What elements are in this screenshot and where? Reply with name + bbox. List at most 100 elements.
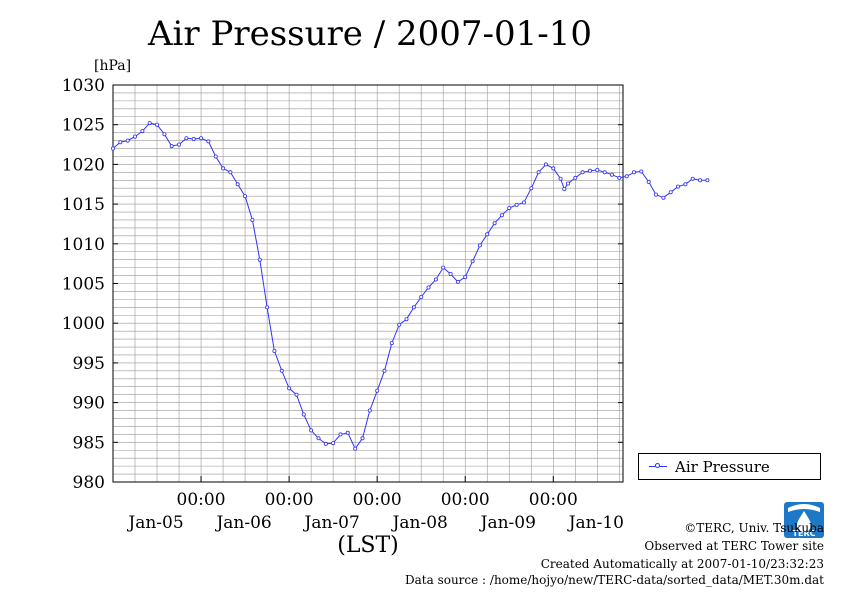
data-point: [338, 432, 343, 437]
y-tick-label: 985: [73, 433, 105, 453]
x-tick-date-label: Jan-05: [126, 513, 183, 533]
data-point: [426, 285, 431, 290]
data-point: [125, 138, 130, 143]
legend-dot-marker: [655, 463, 660, 468]
data-point: [411, 305, 416, 310]
data-point: [507, 206, 512, 211]
created-timestamp-text: Created Automatically at 2007-01-10/23:3…: [540, 557, 824, 571]
logo-text: TERC: [793, 529, 816, 538]
data-point: [272, 348, 277, 353]
data-point: [360, 436, 365, 441]
y-tick-label: 1000: [62, 314, 105, 334]
data-point: [162, 132, 167, 137]
y-tick-label: 1020: [62, 155, 105, 175]
x-tick-date-label: Jan-08: [391, 513, 448, 533]
data-point: [562, 186, 567, 191]
data-point: [191, 136, 196, 141]
data-point: [331, 441, 336, 446]
legend-label: Air Pressure: [675, 458, 770, 476]
data-point: [419, 294, 424, 299]
data-point: [176, 142, 181, 147]
x-tick-date-label: Jan-10: [567, 513, 624, 533]
terc-logo-icon: TERC: [784, 502, 824, 538]
x-tick-time-label: 00:00: [441, 490, 490, 510]
data-point: [433, 277, 438, 282]
data-point: [228, 170, 233, 175]
data-point: [323, 441, 328, 446]
x-tick-time-label: 00:00: [529, 490, 578, 510]
y-axis-unit-label: [hPa]: [94, 58, 131, 74]
data-point: [676, 184, 681, 189]
data-point: [111, 146, 116, 151]
y-tick-label: 995: [73, 354, 105, 374]
data-point: [265, 305, 270, 310]
data-point: [588, 168, 593, 173]
data-point: [382, 368, 387, 373]
grid-lines: [113, 85, 623, 482]
y-tick-label: 1030: [62, 76, 105, 96]
data-point: [477, 243, 482, 248]
data-point: [353, 446, 358, 451]
data-point: [257, 257, 262, 262]
copyright-text: ©TERC, Univ. Tsukuba: [684, 521, 824, 535]
x-tick-date-label: Jan-06: [214, 513, 271, 533]
y-tick-label: 1015: [62, 195, 105, 215]
data-point: [492, 221, 497, 226]
data-point: [595, 167, 600, 172]
data-point: [536, 170, 541, 175]
y-tick-label: 1005: [62, 275, 105, 295]
data-point: [154, 122, 159, 127]
data-point: [521, 200, 526, 205]
data-point: [661, 195, 666, 200]
x-axis: 00:00 Jan-05 00:00 Jan-06 00:00 Jan-07 00:00 Ja…: [126, 476, 624, 533]
data-point: [206, 139, 211, 144]
data-point: [397, 322, 402, 327]
data-point: [580, 170, 585, 175]
data-point: [632, 170, 637, 175]
data-point: [279, 368, 284, 373]
data-point: [617, 175, 622, 180]
data-point: [551, 166, 556, 171]
data-point: [389, 341, 394, 346]
data-point: [132, 134, 137, 139]
data-point: [654, 192, 659, 197]
data-point: [558, 176, 563, 181]
x-tick-date-label: Jan-07: [303, 513, 360, 533]
data-point: [301, 412, 306, 417]
data-point: [287, 386, 292, 391]
y-axis: 980 985 990 995 1000 1005 1010 1015 1020 1025 1030: [62, 76, 623, 493]
data-source-text: Data source : /home/hojyo/new/TERC-data/…: [405, 573, 824, 587]
data-point: [624, 174, 629, 179]
data-point: [309, 428, 314, 433]
data-point: [147, 121, 152, 126]
data-point: [573, 175, 578, 180]
data-point: [404, 317, 409, 322]
data-point: [375, 388, 380, 393]
data-point: [213, 154, 218, 159]
y-tick-label: 990: [73, 394, 105, 414]
data-point: [646, 179, 651, 184]
data-point: [690, 176, 695, 181]
data-point: [221, 166, 226, 171]
chart-title: Air Pressure / 2007-01-10: [147, 14, 592, 54]
data-point: [463, 275, 468, 280]
data-point: [499, 213, 504, 218]
series-line: [112, 122, 708, 450]
data-point: [448, 271, 453, 276]
data-point: [140, 129, 145, 134]
data-point: [316, 436, 321, 441]
data-point: [543, 162, 548, 167]
y-tick-label: 980: [73, 473, 105, 493]
data-point: [235, 182, 240, 187]
x-tick-date-label: Jan-09: [479, 513, 536, 533]
data-point: [199, 136, 204, 141]
y-tick-label: 1025: [62, 116, 105, 136]
air-pressure-series: [111, 121, 710, 451]
observed-site-text: Observed at TERC Tower site: [644, 539, 824, 553]
data-point: [514, 202, 519, 207]
data-point: [294, 392, 299, 397]
data-point: [529, 186, 534, 191]
data-point: [610, 172, 615, 177]
data-point: [705, 178, 710, 183]
